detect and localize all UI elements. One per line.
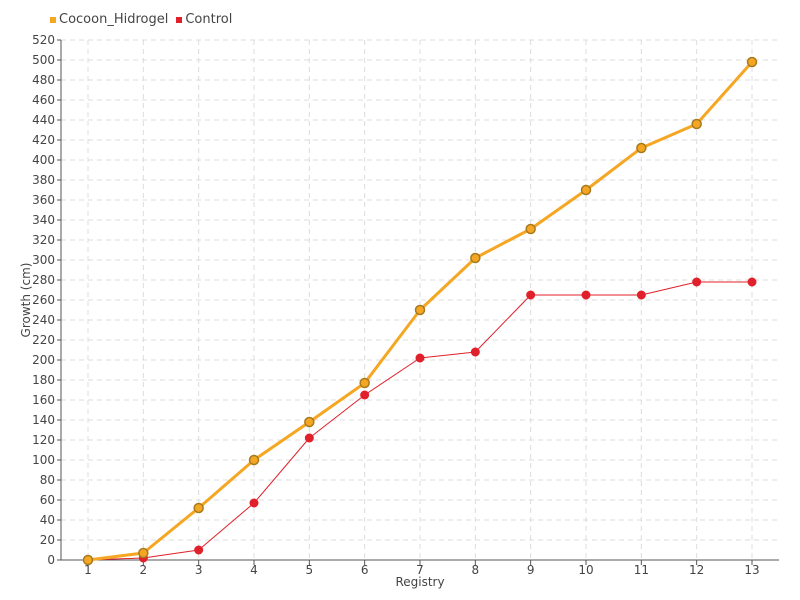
x-tick-label: 6 [361, 563, 369, 577]
y-tick-label: 20 [40, 533, 55, 547]
data-point-control [581, 290, 591, 300]
y-tick-label: 40 [40, 513, 55, 527]
y-tick-label: 60 [40, 493, 55, 507]
legend-label-cocoon-hidrogel: Cocoon_Hidrogel [59, 12, 169, 27]
y-tick-label: 80 [40, 473, 55, 487]
x-axis-ticks: 1 2 3 4 5 6 7 8 9 10 11 12 13 [84, 560, 760, 577]
x-axis-title: Registry [395, 575, 444, 589]
x-tick-label: 7 [416, 563, 424, 577]
y-tick-label: 180 [32, 373, 55, 387]
y-tick-label: 100 [32, 453, 55, 467]
x-tick-label: 10 [578, 563, 593, 577]
data-point-cocoon-hidrogel [359, 377, 370, 389]
y-axis-ticks: 0 20 40 60 80 100 120 140 160 180 200 220 240 260 280 3… [32, 33, 61, 567]
data-point-control [526, 290, 536, 300]
y-tick-label: 160 [32, 393, 55, 407]
data-point-cocoon-hidrogel [580, 184, 592, 196]
data-point-control [747, 277, 757, 287]
data-point-cocoon-hidrogel [304, 416, 315, 428]
y-tick-label: 260 [32, 293, 55, 307]
data-point-cocoon-hidrogel [248, 454, 260, 466]
grid [61, 39, 779, 560]
data-point-control [415, 353, 425, 363]
y-tick-label: 240 [32, 313, 55, 327]
legend-item-control[interactable]: Control [176, 12, 232, 27]
legend-swatch-control [176, 16, 183, 23]
legend-item-cocoon-hidrogel[interactable]: Cocoon_Hidrogel [50, 12, 168, 27]
x-tick-label: 11 [634, 563, 649, 577]
y-tick-label: 460 [32, 93, 55, 107]
data-point-cocoon-hidrogel [414, 304, 426, 316]
data-point-control [194, 545, 204, 555]
legend: Cocoon_Hidrogel Control [50, 12, 240, 27]
y-tick-label: 320 [32, 233, 55, 247]
data-point-control [360, 390, 370, 400]
y-tick-label: 200 [32, 353, 55, 367]
y-axis-title: Growth (cm) [19, 263, 33, 338]
data-point-cocoon-hidrogel [82, 554, 94, 566]
y-tick-label: 360 [32, 193, 55, 207]
data-point-control [636, 290, 646, 300]
x-tick-label: 5 [306, 563, 314, 577]
y-tick-label: 480 [32, 73, 55, 87]
data-point-cocoon-hidrogel [470, 252, 481, 264]
y-tick-label: 0 [47, 553, 55, 567]
y-tick-label: 300 [32, 253, 55, 267]
y-tick-label: 520 [32, 33, 55, 47]
data-point-control [692, 277, 702, 287]
data-point-cocoon-hidrogel [525, 223, 536, 235]
y-tick-label: 380 [32, 173, 55, 187]
y-tick-label: 500 [32, 53, 55, 67]
x-tick-label: 9 [527, 563, 535, 577]
y-tick-label: 140 [32, 413, 55, 427]
data-point-cocoon-hidrogel [193, 502, 204, 514]
y-tick-label: 340 [32, 213, 55, 227]
y-tick-label: 420 [32, 133, 55, 147]
x-tick-label: 3 [195, 563, 203, 577]
x-tick-label: 13 [744, 563, 759, 577]
y-tick-label: 220 [32, 333, 55, 347]
data-point-cocoon-hidrogel [746, 56, 758, 68]
y-tick-label: 280 [32, 273, 55, 287]
x-tick-label: 2 [140, 563, 148, 577]
y-tick-label: 120 [32, 433, 55, 447]
series-layer [82, 56, 758, 566]
x-tick-label: 12 [689, 563, 704, 577]
x-tick-label: 1 [84, 563, 92, 577]
y-tick-label: 400 [32, 153, 55, 167]
data-point-cocoon-hidrogel [636, 142, 647, 154]
legend-label-control: Control [185, 12, 233, 27]
data-point-cocoon-hidrogel [691, 118, 702, 130]
data-point-control [470, 347, 480, 357]
x-tick-label: 4 [250, 563, 258, 577]
data-point-cocoon-hidrogel [138, 547, 149, 559]
data-point-control [249, 498, 259, 508]
legend-swatch-cocoon-hidrogel [50, 16, 56, 23]
data-point-control [304, 433, 314, 443]
y-tick-label: 440 [32, 113, 55, 127]
x-tick-label: 8 [472, 563, 480, 577]
